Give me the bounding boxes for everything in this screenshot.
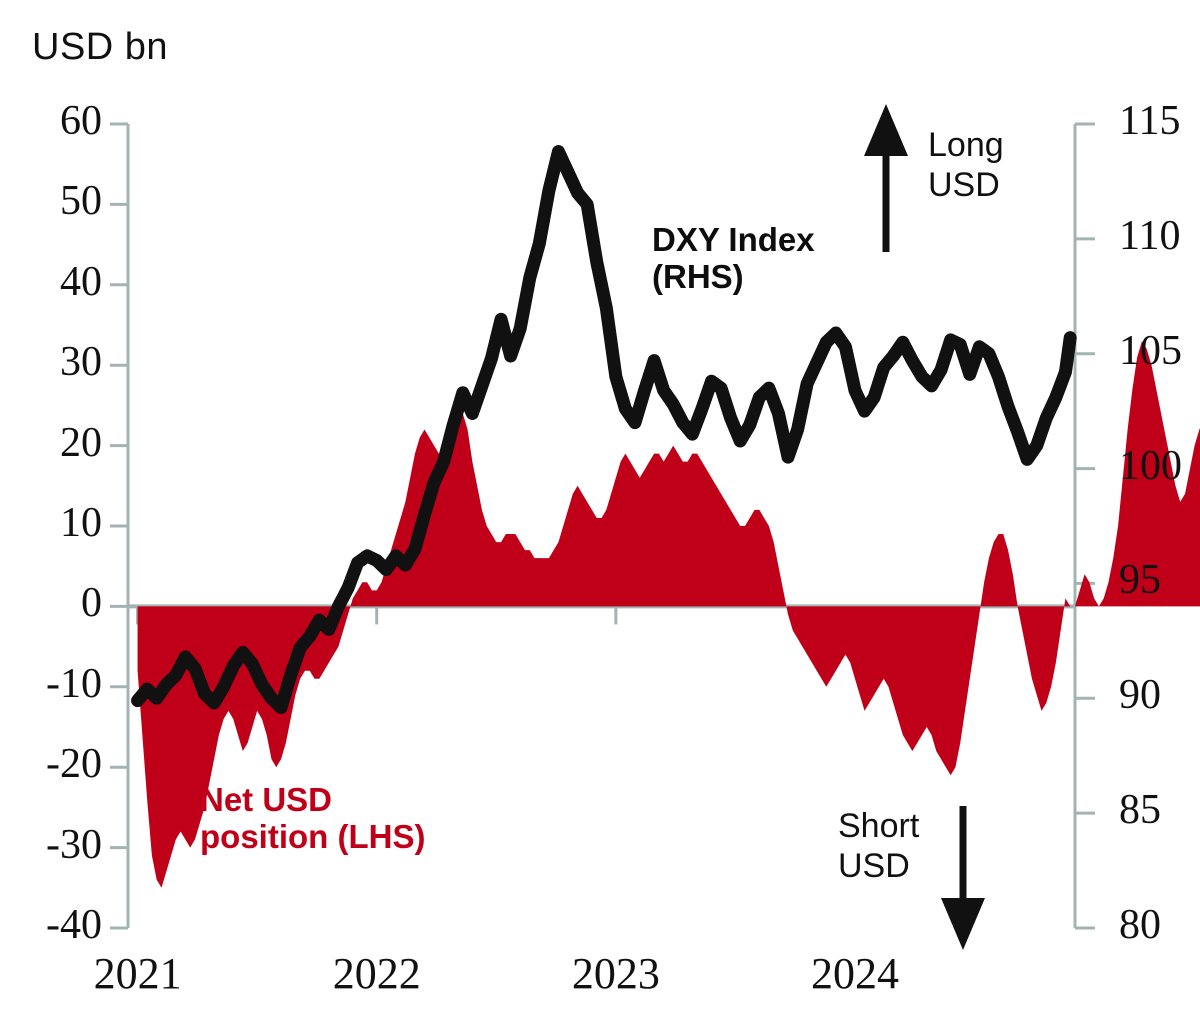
right-axis-tick-label: 80 [1119, 902, 1161, 948]
annotation-short-usd: Short USD [838, 807, 920, 886]
left-axis-tick-label: -40 [46, 902, 102, 948]
left-axis-tick-label: 30 [60, 339, 102, 386]
right-axis-tick-label: 115 [1119, 98, 1181, 144]
x-axis-tick-label: 2021 [93, 949, 182, 998]
x-axis-tick-label: 2023 [571, 949, 660, 998]
x-axis-tick-label: 2022 [332, 949, 421, 998]
right-axis-tick-label: 85 [1119, 787, 1161, 834]
y-axis-unit-label: USD bn [32, 26, 169, 68]
annotation-long-usd: Long USD [928, 126, 1004, 205]
right-axis-tick-label: 90 [1119, 672, 1161, 719]
left-axis-tick-label: 40 [60, 258, 102, 305]
arrow-up-head-icon [864, 104, 908, 156]
series-label-net-usd-position: Net USD position (LHS) [200, 781, 426, 855]
left-axis-tick-label: 20 [60, 419, 102, 466]
left-axis-tick-label: 10 [60, 500, 102, 546]
right-axis-tick-label: 105 [1119, 327, 1182, 374]
left-axis-tick-label: 60 [60, 98, 102, 144]
right-axis-tick-label: 110 [1119, 212, 1181, 259]
arrow-down-head-icon [941, 898, 985, 950]
left-axis-tick-label: -10 [46, 660, 102, 707]
x-axis-tick-label: 2024 [810, 949, 899, 998]
right-axis-tick-label: 100 [1119, 442, 1182, 489]
series-line-dxy-index [131, 145, 1077, 714]
left-axis-tick-label: -30 [46, 821, 102, 868]
left-axis-tick-label: 0 [81, 580, 102, 627]
right-axis-tick-label: 95 [1119, 557, 1161, 604]
series-label-dxy: DXY Index (RHS) [652, 221, 815, 295]
left-axis-tick-label: -20 [46, 741, 102, 788]
left-axis-tick-label: 50 [60, 178, 102, 225]
